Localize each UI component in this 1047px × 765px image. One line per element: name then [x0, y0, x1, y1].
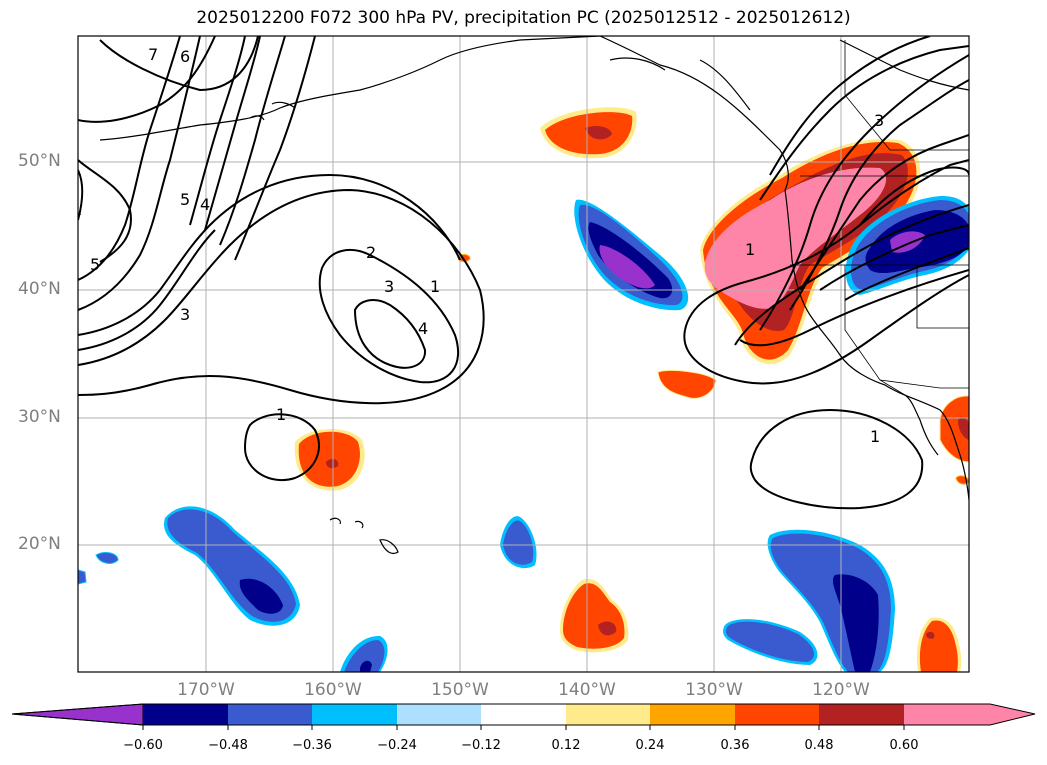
pv-contours — [78, 36, 969, 510]
colorbar-tick-label: 0.48 — [804, 738, 834, 753]
political-borders — [790, 40, 969, 396]
lon-label-120w: 120°W — [812, 680, 870, 700]
contour-label: 1 — [276, 405, 286, 424]
contour-label: 4 — [418, 319, 428, 338]
colorbar-segment — [481, 704, 566, 725]
precip-shading — [78, 107, 969, 672]
colorbar-segment — [735, 704, 819, 725]
contour-label: 1 — [870, 427, 880, 446]
colorbar-segment — [397, 704, 481, 725]
gridlines — [78, 36, 969, 672]
colorbar-tick-label: −0.36 — [292, 738, 332, 753]
colorbar-tick-label: 0.60 — [889, 738, 919, 753]
lon-label-140w: 140°W — [558, 680, 616, 700]
lat-label-50n: 50°N — [18, 151, 61, 171]
contour-label: 3 — [874, 111, 884, 130]
lon-label-150w: 150°W — [431, 680, 489, 700]
contour-label: 6 — [180, 47, 190, 66]
contour-label: 5 — [90, 255, 100, 274]
coastlines — [99, 36, 969, 555]
contour-label: 4 — [200, 195, 210, 214]
colorbar-tick-label: −0.60 — [123, 738, 163, 753]
contour-label: 3 — [180, 305, 190, 324]
colorbar-segment — [650, 704, 735, 725]
lon-label-130w: 130°W — [685, 680, 743, 700]
contour-label: 5 — [180, 190, 190, 209]
colorbar-tick-label: 0.12 — [551, 738, 581, 753]
colorbar-segment — [312, 704, 397, 725]
contour-labels: 7 6 5 4 5 3 2 3 1 4 1 3 1 1 1 — [72, 45, 884, 446]
contour-label: 3 — [384, 277, 394, 296]
lat-label-20n: 20°N — [18, 534, 61, 554]
lon-label-160w: 160°W — [304, 680, 362, 700]
colorbar-max-arrow — [904, 704, 1035, 725]
lat-label-40n: 40°N — [18, 279, 61, 299]
contour-label: 1 — [72, 200, 82, 219]
map-frame — [77, 35, 970, 673]
map-title: 2025012200 F072 300 hPa PV, precipitatio… — [196, 8, 851, 28]
colorbar — [11, 703, 1036, 730]
colorbar-segment — [819, 704, 904, 725]
contour-label: 7 — [148, 45, 158, 64]
lon-label-170w: 170°W — [177, 680, 235, 700]
lat-label-30n: 30°N — [18, 407, 61, 427]
contour-label: 1 — [430, 277, 440, 296]
colorbar-segment — [566, 704, 650, 725]
contour-label: 1 — [745, 240, 755, 259]
contour-label: 2 — [366, 243, 376, 262]
colorbar-tick-label: 0.24 — [635, 738, 665, 753]
colorbar-tick-label: −0.48 — [208, 738, 248, 753]
colorbar-segment — [228, 704, 312, 725]
colorbar-min-arrow — [11, 703, 144, 726]
colorbar-tick-label: 0.36 — [720, 738, 750, 753]
colorbar-tick-label: −0.12 — [461, 738, 501, 753]
colorbar-segment — [143, 704, 228, 725]
colorbar-tick-label: −0.24 — [377, 738, 417, 753]
